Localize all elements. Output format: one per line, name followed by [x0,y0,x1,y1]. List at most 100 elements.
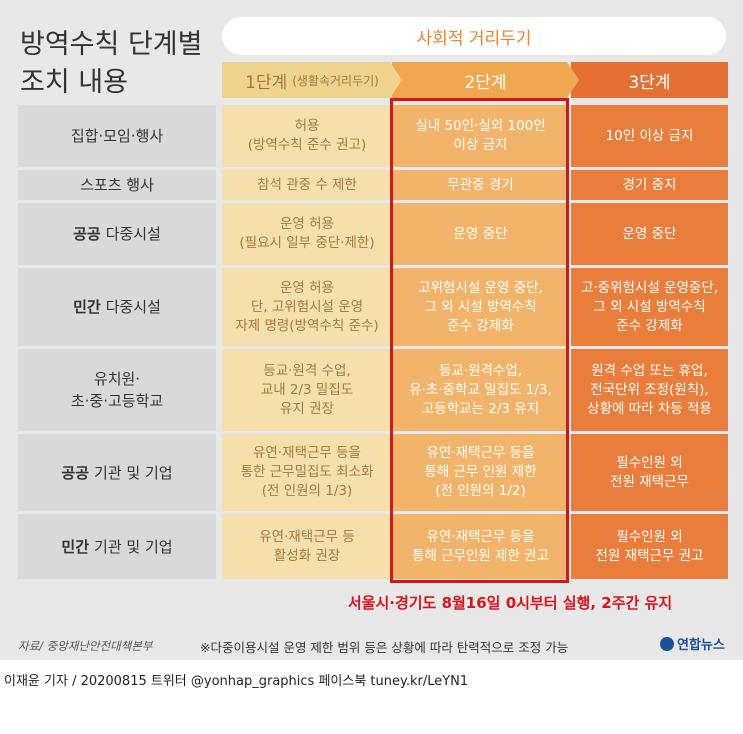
cell-line: 활성화 권장 [273,547,341,564]
cell-line: 운영 중단 [622,225,677,242]
cell-line: 이상 금지 [453,137,508,153]
title-line: 조치 내용 [20,67,128,98]
cell-line: 운영 허용 [280,216,334,232]
cell-line: 단, 고위험시설 운영 [250,298,364,315]
row-label: 유치원· 초·중·고등학교 [18,349,216,431]
table-cell: 경기 중지 [571,170,728,200]
table-cell: 필수인원 외 전원 재택근무 권고 [571,514,728,579]
row-label-text: 다중시설 [105,298,161,316]
stage-header: 3단계 [571,62,728,98]
cell-line: 고등학교는 2/3 유지 [421,400,540,417]
table-cell: 참석 관중 수 제한 [222,170,392,200]
table-cell: 등교·원격수업, 유·초·중학교 밀집도 1/3, 고등학교는 2/3 유지 [392,349,569,431]
row-label-text: 스포츠 행사 [80,176,154,194]
cell-line: 원격 수업 또는 휴업, [591,362,708,379]
cell-line: 유연·재택근무 등을 [253,445,361,461]
row-label-text: 집합·모임·행사 [70,127,164,145]
cell-line: 통해 근무인원 제한 권고 [411,547,550,564]
cell-line: 필수인원 외 [616,454,683,471]
row-label-line: 스포츠 행사 [80,174,154,196]
cell-line: 10인 이상 금지 [605,127,694,144]
row-label-line: 민간 다중시설 [73,296,161,318]
cell-line: 준수 강제화 [616,317,683,334]
cell-line: 고·중위험시설 운영중단, [580,279,719,296]
cell-line: 통한 근무밀집도 최소화 [240,464,374,480]
cell-line: 유지 권장 [280,400,334,417]
footnote: ※다중이용시설 운영 제한 범위 등은 상황에 따라 탄력적으로 조정 가능 [200,640,569,655]
title-line: 방역수칙 단계별 [20,29,203,60]
row-label-text: 기관 및 기업 [94,463,173,482]
banner: 사회적 거리두기 [222,17,726,55]
source: 자료/ 중앙재난안전대책본부 [18,639,153,653]
credit: 이재윤 기자 / 20200815 트위터 @yonhap_graphics 페… [4,674,469,689]
stage-name: 3단계 [628,72,671,93]
cell-line: 유·초·중학교 밀집도 1/3, [409,381,552,398]
cell-line: (전 인원의 1/2) [435,483,526,499]
row-label-line: 초·중·고등학교 [71,390,163,412]
cell-line: 고위험시설 운영 중단, [418,279,543,296]
cell-line: 무관중 경기 [447,176,514,193]
row-label-line: 공공 다중시설 [73,223,161,245]
cell-line: 준수 강제화 [447,317,514,334]
cell-line: 등교·원격수업, [438,362,523,379]
row-label-text: 초·중·고등학교 [70,392,164,410]
row-label-line: 집합·모임·행사 [71,125,163,147]
table-cell: 원격 수업 또는 휴업, 전국단위 조정(원칙), 상황에 따라 차등 적용 [571,349,728,431]
cell-line: 그 외 시설 방역수칙 [424,298,537,315]
row-label: 집합·모임·행사 [18,105,216,167]
row-label-bold: 민간 [61,537,90,556]
row-label-bold: 공공 [61,463,90,482]
table-cell: 무관중 경기 [392,170,569,200]
cell-line: 유연·재택근무 등 [259,528,355,545]
row-label: 민간 기관 및 기업 [18,514,216,579]
cell-line: 실내 50인·실외 100인 [415,118,546,134]
row-label: 민간 다중시설 [18,268,216,346]
row-label-text: 다중시설 [105,225,161,243]
table-cell: 10인 이상 금지 [571,105,728,167]
cell-line: 전원 재택근무 권고 [595,547,704,564]
logo-icon [660,636,674,651]
stage-name: 1단계 [245,72,288,93]
row-label: 공공 다중시설 [18,203,216,265]
cell-line: 그 외 시설 방역수칙 [593,298,706,315]
stage-header: 1단계 (생활속거리두기) [222,62,402,98]
cell-line: 유연·재택근무 등을 [426,528,535,545]
row-label: 공공 기관 및 기업 [18,434,216,511]
table-cell: 허용 (방역수칙 준수 권고) [222,105,392,167]
row-label-text: 기관 및 기업 [94,537,173,556]
cell-line: 전국단위 조정(원칙), [590,381,709,398]
cell-line: 유연·재택근무 등을 [426,445,535,461]
cell-line: 운영 허용 [280,279,334,296]
stage-sub: (생활속거리두기) [292,73,379,88]
table-cell: 등교·원격 수업, 교내 2/3 밀집도 유지 권장 [222,349,392,431]
row-label: 스포츠 행사 [18,170,216,200]
row-label-bold: 공공 [73,225,101,243]
cell-line: (전 인원의 1/3) [261,483,353,499]
cell-line: 등교·원격 수업, [263,362,351,379]
cell-line: 운영 중단 [453,225,508,242]
table-cell: 운영 중단 [571,203,728,265]
cell-line: (필요시 일부 중단·제한) [239,235,375,251]
highlight-frame [390,98,569,583]
row-label-line: 유치원· [94,368,140,390]
cell-line: 자제 명령(방역수칙 준수) [235,317,379,334]
logo: 연합뉴스 [660,634,725,653]
highlight-note: 서울시·경기도 8월16일 0시부터 실행, 2주간 유지 [347,594,673,612]
cell-line: 상황에 따라 차등 적용 [587,400,712,417]
cell-line: (방역수칙 준수 권고) [247,137,367,153]
logo-text: 연합뉴스 [677,638,725,653]
cell-line: 참석 관중 수 제한 [257,176,357,193]
cell-line: 경기 중지 [622,176,677,193]
cell-line: 전원 재택근무 [610,473,689,490]
cell-line: 통해 근무 인원 제한 [424,464,537,480]
